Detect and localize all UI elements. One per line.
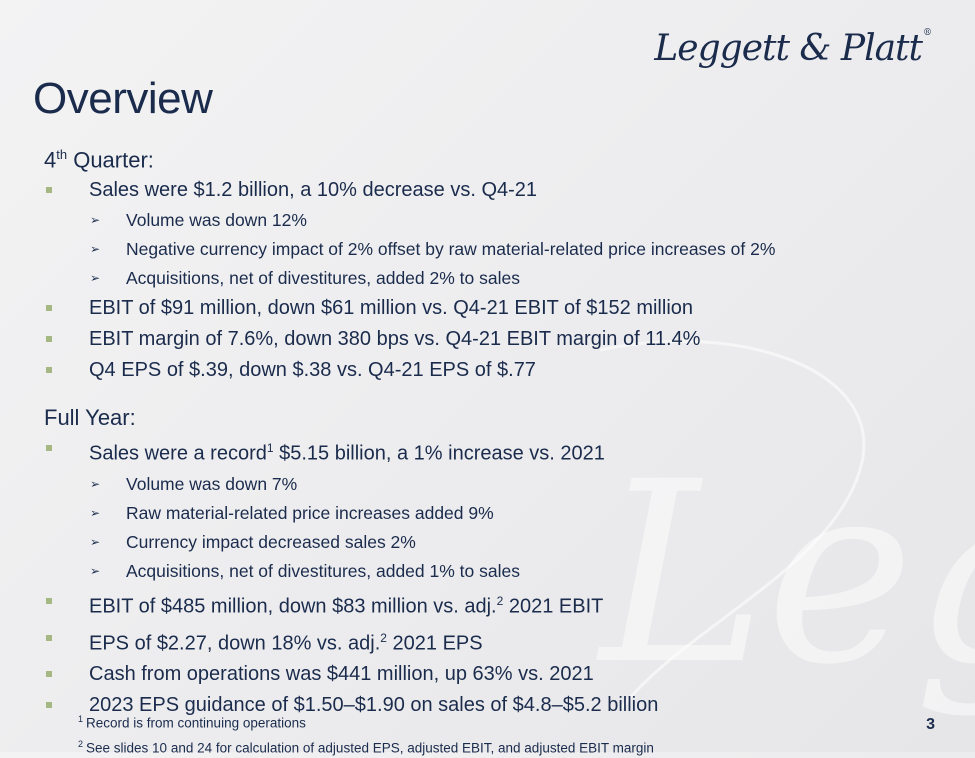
q4-sales-sub-item: ➢Negative currency impact of 2% offset b…	[44, 235, 964, 264]
fy-ebit-bullet: EBIT of $485 million, down $83 million v…	[44, 586, 964, 623]
arrow-icon: ➢	[90, 235, 100, 264]
q4-sales-sub-item: ➢Volume was down 12%	[44, 206, 964, 235]
fy-sales-sub-item: ➢Currency impact decreased sales 2%	[44, 528, 964, 557]
bullet-marker	[46, 187, 52, 193]
arrow-icon: ➢	[90, 470, 100, 499]
page-title: Overview	[33, 74, 212, 124]
arrow-icon: ➢	[90, 528, 100, 557]
q4-heading: 4th Quarter:	[44, 140, 964, 175]
q4-sales-sub-item: ➢Acquisitions, net of divestitures, adde…	[44, 264, 964, 293]
q4-eps-bullet: Q4 EPS of $.39, down $.38 vs. Q4-21 EPS …	[44, 355, 964, 386]
q4-ebit-bullet: EBIT of $91 million, down $61 million vs…	[44, 293, 964, 324]
bullet-marker	[46, 305, 52, 311]
arrow-icon: ➢	[90, 557, 100, 586]
bullet-marker	[46, 336, 52, 342]
fy-sales-bullet: Sales were a record1 $5.15 billion, a 1%…	[44, 433, 964, 470]
fy-eps-bullet: EPS of $2.27, down 18% vs. adj.2 2021 EP…	[44, 623, 964, 660]
bullet-marker	[46, 367, 52, 373]
bullet-marker	[46, 635, 52, 641]
fy-sales-sub-item: ➢Volume was down 7%	[44, 470, 964, 499]
arrow-icon: ➢	[90, 206, 100, 235]
page-number: 3	[926, 716, 935, 734]
bullet-marker	[46, 598, 52, 604]
bullet-marker	[46, 671, 52, 677]
fy-sales-sub-item: ➢Raw material-related price increases ad…	[44, 499, 964, 528]
slide-content: 4th Quarter: Sales were $1.2 billion, a …	[44, 140, 964, 721]
arrow-icon: ➢	[90, 264, 100, 293]
bullet-marker	[46, 445, 52, 451]
q4-ebit-margin-bullet: EBIT margin of 7.6%, down 380 bps vs. Q4…	[44, 324, 964, 355]
fy-cash-bullet: Cash from operations was $441 million, u…	[44, 659, 964, 690]
company-logo: Leggett & Platt®	[654, 28, 931, 69]
arrow-icon: ➢	[90, 499, 100, 528]
fy-sales-sub-item: ➢Acquisitions, net of divestitures, adde…	[44, 557, 964, 586]
full-year-heading: Full Year:	[44, 403, 964, 433]
bullet-marker	[46, 702, 52, 708]
q4-sales-bullet: Sales were $1.2 billion, a 10% decrease …	[44, 175, 964, 206]
